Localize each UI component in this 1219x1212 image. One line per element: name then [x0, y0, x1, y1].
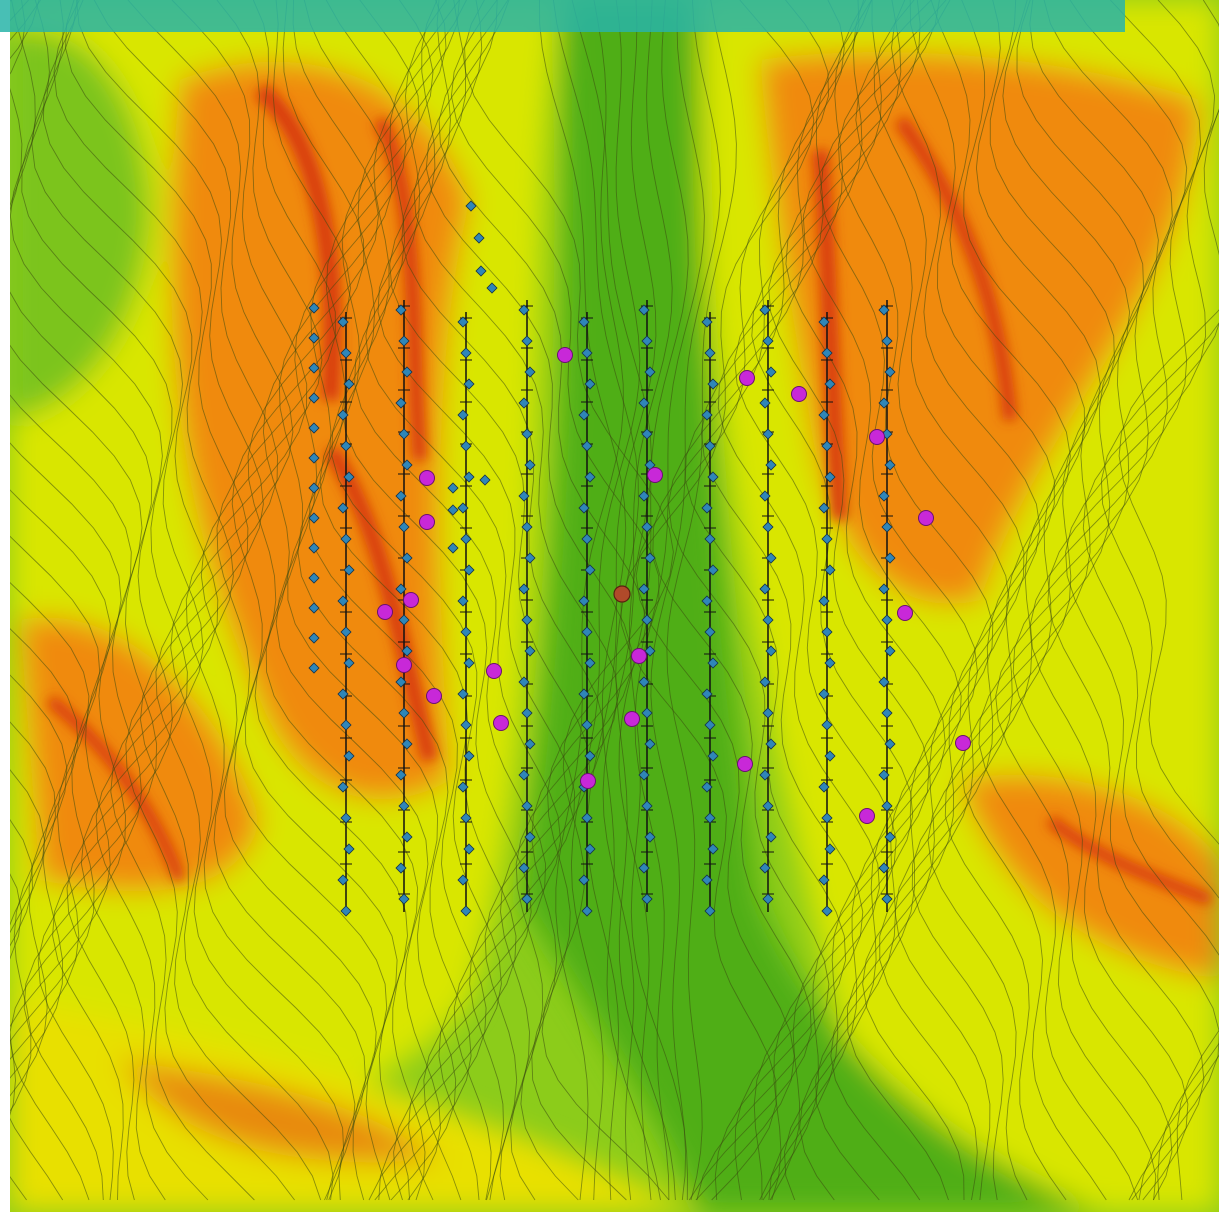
sample-point [870, 430, 885, 445]
sample-point [648, 468, 663, 483]
sample-point [581, 774, 596, 789]
terrain [0, 0, 1219, 1212]
sample-point [898, 606, 913, 621]
sample-point [487, 664, 502, 679]
sample-point [956, 736, 971, 751]
sample-point [919, 511, 934, 526]
sample-point [792, 387, 807, 402]
sample-point [420, 515, 435, 530]
sample-point [404, 593, 419, 608]
sample-point [632, 649, 647, 664]
sample-point [427, 689, 442, 704]
sample-point [420, 471, 435, 486]
sample-point [378, 605, 393, 620]
sample-point [738, 757, 753, 772]
sample-point [625, 712, 640, 727]
top-bar [0, 0, 1125, 32]
sample-point [860, 809, 875, 824]
sample-point [494, 716, 509, 731]
sample-point [397, 658, 412, 673]
slope-map [0, 0, 1219, 1212]
sample-point [740, 371, 755, 386]
contour-line [0, 0, 9, 1200]
reference-point [614, 586, 630, 602]
sample-point [558, 348, 573, 363]
